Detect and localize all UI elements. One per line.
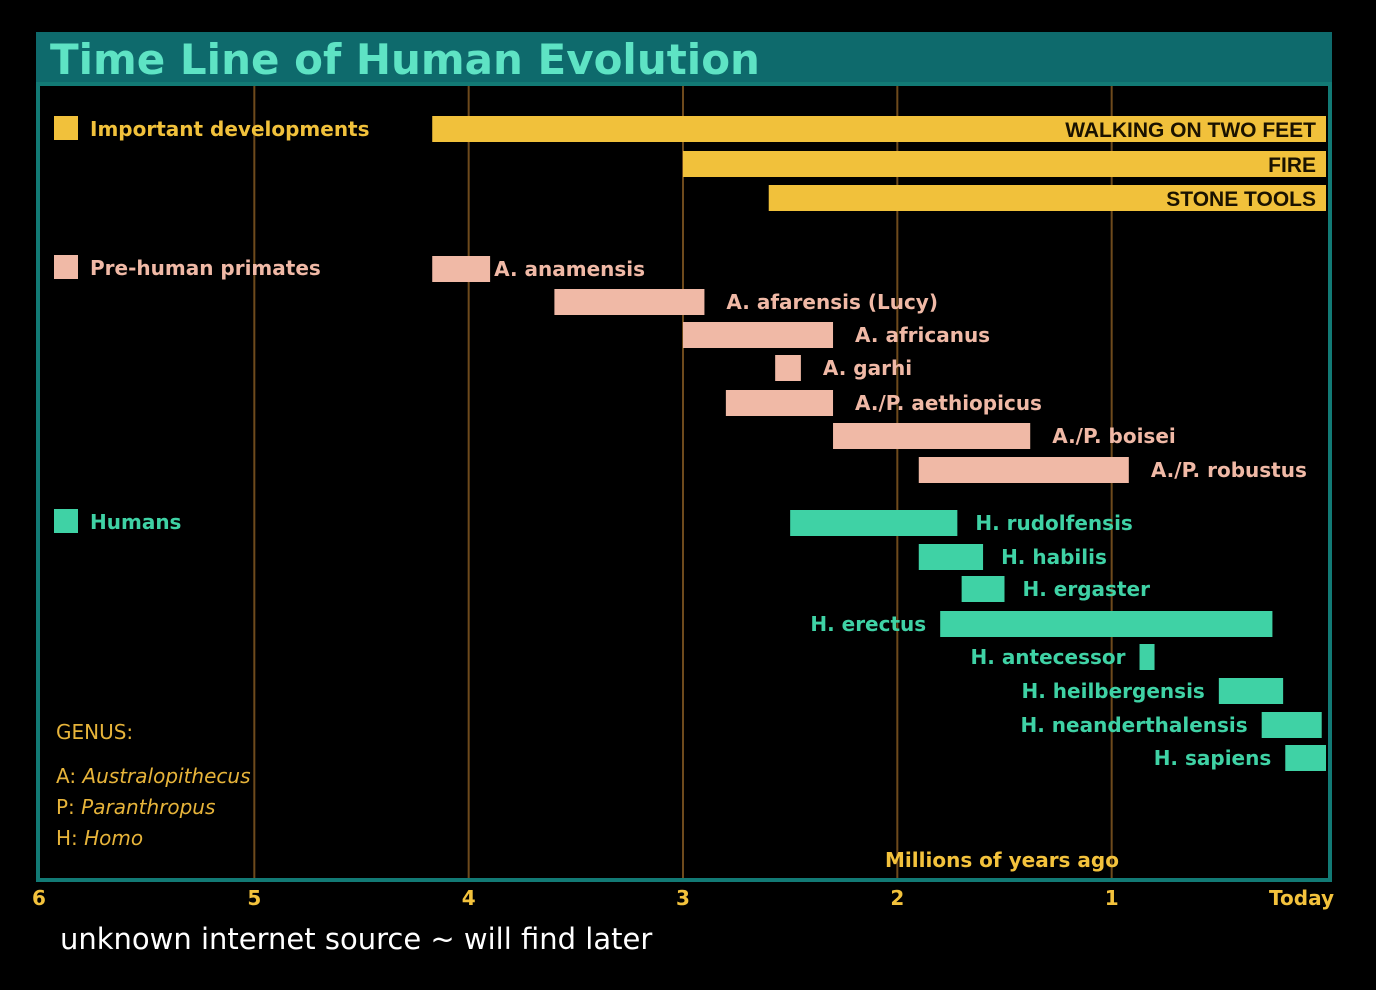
genus-abbr: H:: [56, 826, 84, 850]
legend-important-developments-label: Important developments: [90, 117, 370, 141]
human-label: H. erectus: [810, 612, 926, 636]
bars: WALKING ON TWO FEET FIRE STONE TOOLS A. ana…: [432, 116, 1327, 771]
genus-key-item: H: Homo: [56, 826, 143, 850]
human-label: H. habilis: [1001, 545, 1107, 569]
pre-human-label: A. africanus: [855, 323, 990, 347]
human-label: H. ergaster: [1023, 577, 1151, 601]
legend-humans-swatch: [54, 509, 78, 533]
pre-human-bar: [833, 423, 1031, 449]
pre-human-bar: [432, 256, 491, 282]
development-bar: [432, 116, 1327, 142]
pre-human-label: A. garhi: [823, 356, 912, 380]
x-tick-label: 2: [890, 886, 904, 910]
x-tick-label: Today: [1269, 886, 1334, 910]
human-bar: [1261, 712, 1322, 738]
pre-human-bar: [775, 355, 801, 381]
pre-human-label: A. anamensis: [494, 257, 645, 281]
x-tick-label: 5: [247, 886, 261, 910]
legend-pre-human-primates-swatch: [54, 255, 78, 279]
pre-human-label: A. afarensis (Lucy): [726, 290, 938, 314]
human-bar: [1218, 678, 1284, 704]
human-bar: [940, 611, 1273, 637]
title-band: [36, 32, 1332, 86]
x-tick-label: 1: [1105, 886, 1119, 910]
human-bar: [1139, 644, 1155, 670]
pre-human-label: A./P. boisei: [1052, 424, 1176, 448]
human-label: H. antecessor: [971, 645, 1126, 669]
human-label: H. heilbergensis: [1021, 679, 1204, 703]
pre-human-label: A./P. robustus: [1151, 458, 1307, 482]
x-tick-label: 4: [462, 886, 476, 910]
development-bar: [683, 151, 1326, 177]
genus-abbr: A:: [56, 764, 82, 788]
pre-human-bar: [683, 322, 834, 348]
x-axis-ticks: 6 5 4 3 2 1 Today: [32, 886, 1334, 910]
genus-key-item: P: Paranthropus: [56, 795, 215, 819]
legend-pre-human-primates-label: Pre-human primates: [90, 256, 321, 280]
human-bar: [918, 544, 984, 570]
legend-important-developments-swatch: [54, 116, 78, 140]
genus-name: Australopithecus: [80, 764, 250, 788]
plot-frame: [36, 82, 1332, 882]
x-tick-label: 6: [32, 886, 46, 910]
legend: Important developments Pre-human primates…: [54, 116, 370, 534]
development-label: STONE TOOLS: [1166, 188, 1316, 211]
human-bar: [790, 510, 958, 536]
human-bar: [961, 576, 1005, 602]
genus-key-item: A: Australopithecus: [56, 764, 251, 788]
development-label: FIRE: [1268, 154, 1316, 177]
pre-human-bar: [554, 289, 705, 315]
development-label: WALKING ON TWO FEET: [1065, 119, 1316, 142]
genus-name: Paranthropus: [81, 795, 215, 819]
x-axis-label: Millions of years ago: [885, 848, 1119, 872]
image-caption: unknown internet source ~ will find late…: [60, 922, 653, 956]
legend-humans-label: Humans: [90, 510, 181, 534]
genus-abbr: P:: [56, 795, 81, 819]
genus-key: GENUS: A: Australopithecus P: Paranthropus…: [56, 720, 251, 850]
genus-heading: GENUS:: [56, 720, 133, 744]
pre-human-label: A./P. aethiopicus: [855, 391, 1042, 415]
chart-title: Time Line of Human Evolution: [50, 35, 760, 84]
human-label: H. sapiens: [1154, 746, 1272, 770]
pre-human-bar: [918, 457, 1129, 483]
human-label: H. neanderthalensis: [1020, 713, 1247, 737]
genus-name: Homo: [84, 826, 143, 850]
human-label: H. rudolfensis: [975, 511, 1132, 535]
development-bar: [768, 185, 1326, 211]
x-tick-label: 3: [676, 886, 690, 910]
human-bar: [1285, 745, 1326, 771]
pre-human-bar: [725, 390, 834, 416]
